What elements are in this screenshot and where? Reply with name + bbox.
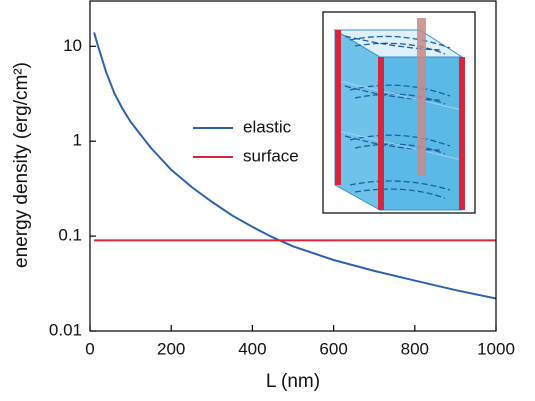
y-tick-label: 0.01 [49,320,82,339]
x-tick-label: 400 [238,339,266,358]
x-tick-label: 800 [401,339,429,358]
plot-frame [89,0,497,332]
series-line [93,32,497,300]
legend-label: elastic [243,117,292,136]
x-tick-label: 0 [85,339,94,358]
y-tick-label: 10 [63,36,82,55]
y-tick-label: 1 [73,131,82,150]
x-axis-label: L (nm) [266,371,320,392]
plot-area: elastic surface 0.01 0.1 1 10 0 200 400 600 800 100… [49,0,515,358]
y-tick-label: 0.1 [58,226,82,245]
x-tick-label: 600 [319,339,347,358]
y-axis-label: energy density (erg/cm²) [11,62,32,268]
legend-label: surface [243,146,299,165]
inset-diagram [322,11,476,214]
x-tick-label: 200 [157,339,185,358]
x-tick-label: 1000 [477,339,515,358]
